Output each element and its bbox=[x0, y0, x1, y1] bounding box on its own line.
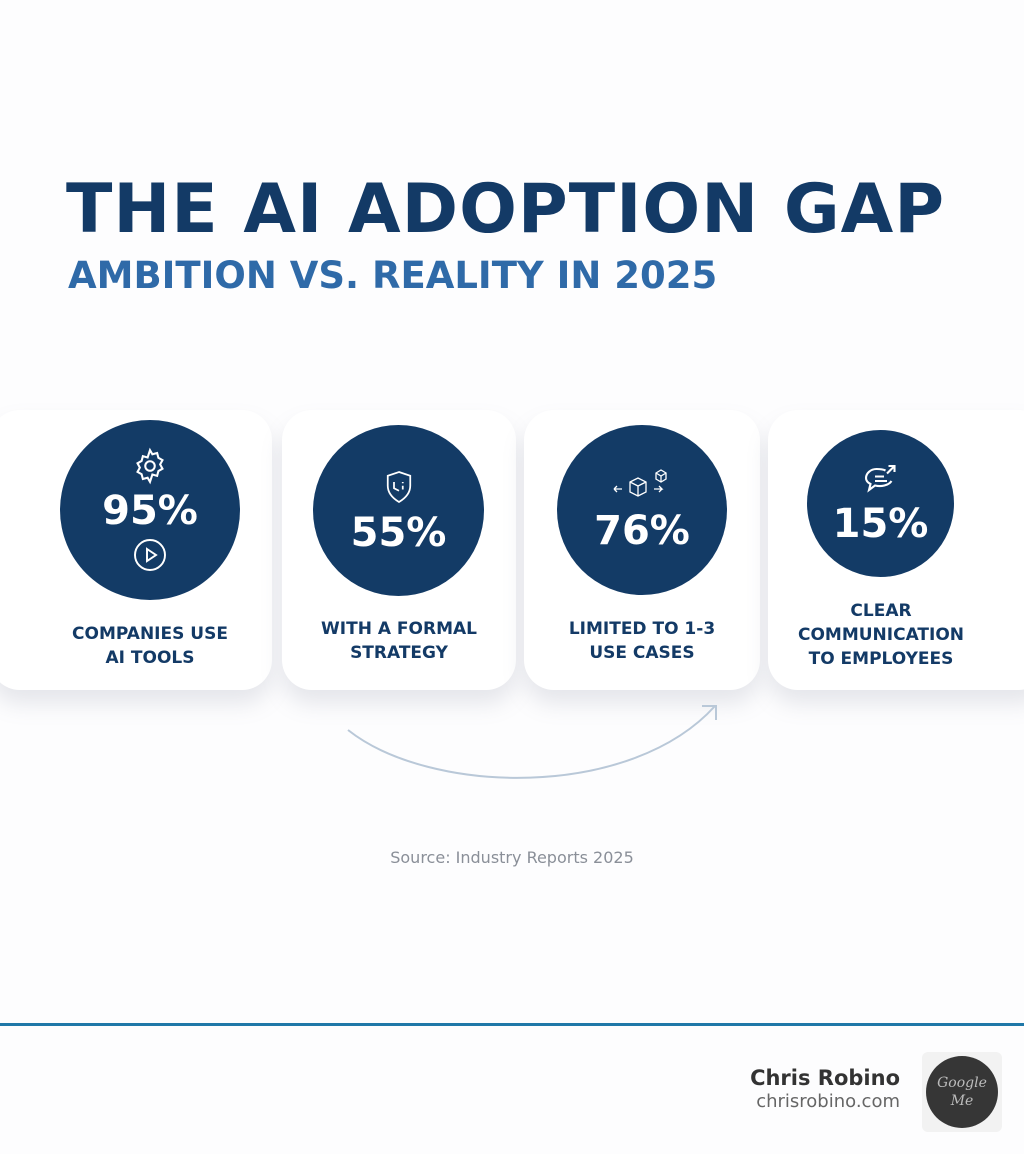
curved-arrow-icon bbox=[347, 705, 717, 779]
chat-icon bbox=[864, 464, 896, 493]
shield-icon bbox=[386, 470, 411, 503]
stat-circle-3: 76% bbox=[557, 425, 727, 595]
author-name: Chris Robino bbox=[750, 1066, 900, 1090]
page-subtitle: AMBITION VS. REALITY IN 2025 bbox=[68, 254, 718, 297]
stat-label-4: CLEAR COMMUNICATION TO EMPLOYEES bbox=[797, 601, 965, 669]
stat-value: 76% bbox=[594, 508, 690, 554]
stat-circle-4: 15% bbox=[807, 430, 954, 577]
play-icon bbox=[134, 539, 166, 571]
gear-icon bbox=[136, 447, 164, 485]
stat-value: 15% bbox=[832, 500, 929, 547]
cubes-icon bbox=[613, 469, 667, 497]
footer-divider bbox=[0, 1023, 1024, 1026]
stat-value: 95% bbox=[102, 488, 198, 534]
stat-label-1: COMPANIES USE AI TOOLS bbox=[72, 624, 228, 668]
author-website[interactable]: chrisrobino.com bbox=[756, 1091, 900, 1112]
stat-label-3: LIMITED TO 1-3 USE CASES bbox=[568, 619, 716, 663]
page-title: THE AI ADOPTION GAP bbox=[66, 170, 946, 249]
stat-circle-2: 55% bbox=[313, 425, 484, 596]
stat-label-2: WITH A FORMAL STRATEGY bbox=[321, 619, 477, 663]
stat-value: 55% bbox=[350, 509, 447, 556]
stat-circle-1: 95% bbox=[60, 420, 240, 600]
google-me-logo: Google Me bbox=[922, 1052, 1002, 1132]
source-note: Source: Industry Reports 2025 bbox=[390, 848, 634, 867]
